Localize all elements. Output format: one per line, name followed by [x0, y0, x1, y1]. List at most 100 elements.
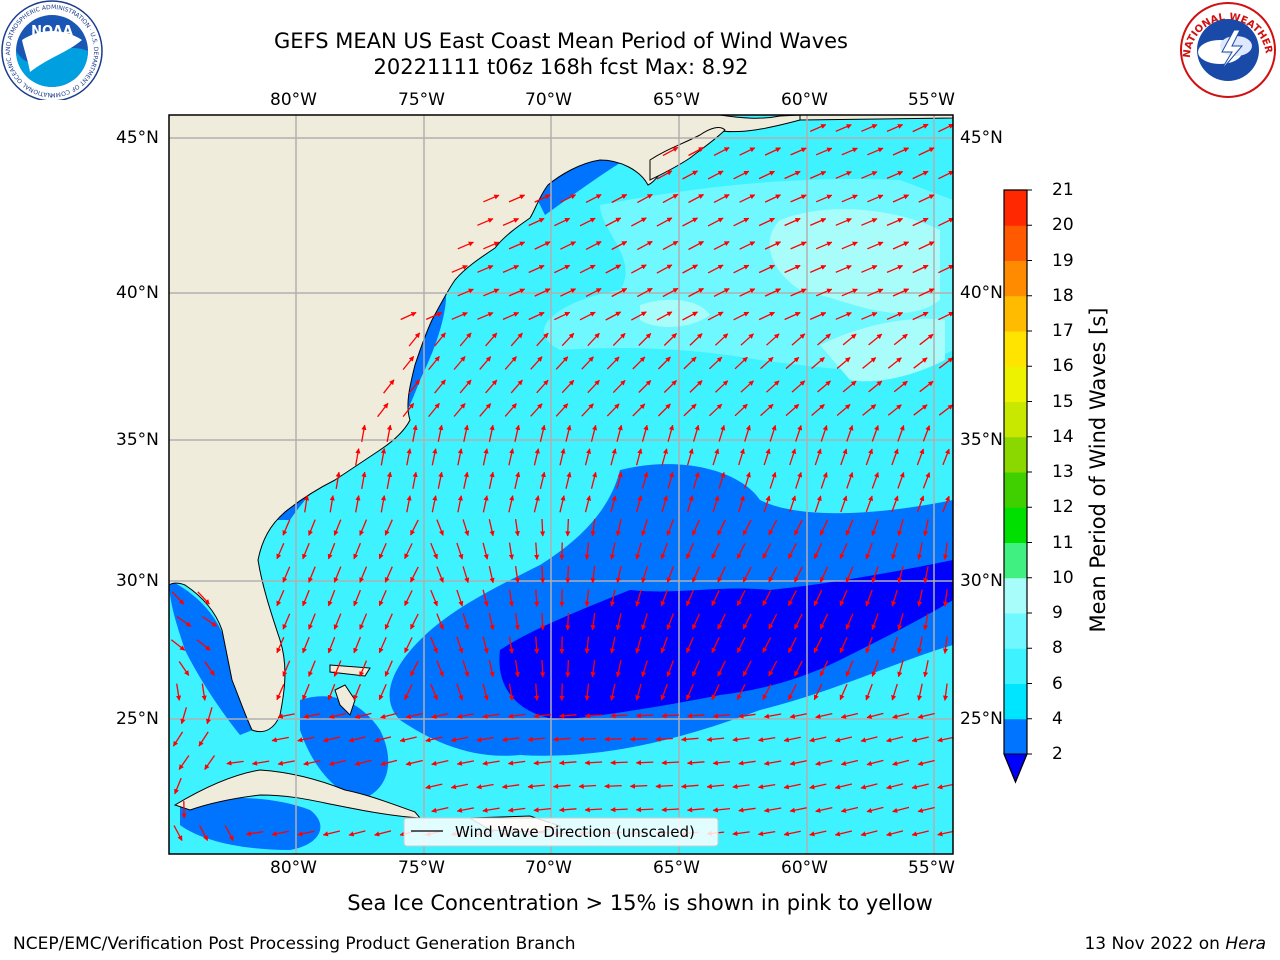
wind-wave-arrow	[451, 312, 468, 320]
wind-wave-arrow	[865, 589, 873, 607]
wind-wave-arrow	[738, 760, 756, 766]
colorbar-segment	[1004, 577, 1027, 614]
wind-wave-arrow	[760, 403, 774, 417]
wind-wave-arrow	[636, 240, 653, 251]
wind-wave-arrow	[380, 495, 387, 513]
wind-wave-arrow	[565, 659, 571, 678]
wind-wave-arrow	[866, 712, 884, 719]
wind-wave-arrow	[456, 589, 464, 607]
wind-wave-arrow	[871, 425, 879, 442]
wind-wave-arrow	[738, 713, 756, 719]
wind-wave-arrow	[686, 683, 694, 701]
lon-tick-bottom-70w: 70°W	[525, 858, 572, 878]
wind-wave-arrow	[180, 707, 188, 725]
wind-wave-arrow	[630, 264, 647, 274]
wind-wave-arrow	[865, 683, 873, 701]
wind-wave-arrow	[757, 736, 776, 743]
wind-wave-arrow	[763, 495, 771, 513]
wind-wave-arrow	[508, 448, 515, 466]
wind-wave-arrow	[402, 402, 415, 418]
wind-wave-arrow	[606, 356, 620, 370]
wind-wave-arrow	[641, 424, 649, 442]
wind-wave-arrow	[355, 495, 361, 513]
colorbar-tick-label: 17	[1052, 321, 1074, 341]
lon-tick-bottom-60w: 60°W	[781, 858, 828, 878]
wind-wave-arrow	[758, 170, 775, 180]
colorbar-extend-triangle	[1003, 753, 1028, 784]
wind-wave-arrow	[555, 356, 569, 370]
wind-wave-arrow	[584, 807, 603, 813]
wind-wave-arrow	[938, 404, 953, 416]
wind-wave-arrow	[897, 425, 905, 442]
wind-wave-arrow	[783, 736, 801, 743]
wind-wave-arrow	[892, 241, 910, 250]
wind-wave-arrow	[795, 424, 803, 442]
wind-wave-arrow	[459, 332, 472, 347]
wind-wave-arrow	[842, 380, 857, 393]
wind-wave-arrow	[276, 683, 285, 701]
wind-wave-arrow	[783, 830, 801, 837]
map-frame	[168, 114, 954, 855]
wind-wave-arrow	[917, 589, 923, 607]
wind-wave-arrow	[692, 566, 700, 583]
wind-wave-arrow	[938, 217, 953, 227]
wind-wave-arrow	[528, 311, 545, 321]
wind-wave-arrow	[302, 542, 310, 560]
wind-wave-arrow	[836, 357, 851, 369]
wind-wave-arrow	[615, 660, 622, 678]
wind-wave-arrow	[450, 783, 469, 790]
wind-wave-arrow	[436, 519, 444, 536]
wind-wave-arrow	[666, 566, 675, 583]
wind-wave-arrow	[174, 777, 182, 795]
wind-wave-arrow	[835, 218, 852, 226]
wind-wave-arrow	[692, 424, 700, 442]
wind-wave-arrow	[539, 424, 546, 442]
wind-wave-arrow	[558, 713, 577, 719]
wind-wave-arrow	[917, 806, 935, 813]
wind-wave-arrow	[742, 660, 752, 677]
wind-wave-arrow	[527, 736, 545, 742]
wind-wave-arrow	[711, 684, 720, 701]
wind-wave-arrow	[891, 636, 898, 654]
wind-wave-arrow	[297, 736, 315, 743]
wind-wave-arrow	[912, 123, 929, 133]
wind-wave-arrow	[846, 472, 854, 489]
wind-wave-arrow	[815, 147, 833, 156]
wind-wave-arrow	[942, 495, 950, 513]
wind-wave-arrow	[656, 170, 673, 180]
wind-wave-arrow	[764, 147, 781, 156]
wind-wave-arrow	[918, 194, 935, 203]
wind-wave-arrow	[408, 332, 421, 347]
wind-wave-arrow	[867, 147, 884, 156]
wind-wave-arrow	[897, 660, 904, 678]
wind-wave-arrow	[641, 519, 648, 537]
wind-wave-arrow	[819, 519, 829, 536]
wind-wave-arrow	[536, 379, 549, 394]
wind-wave-arrow	[860, 736, 878, 743]
wind-wave-arrow	[667, 424, 674, 442]
wind-wave-arrow	[482, 760, 500, 766]
wind-wave-arrow	[322, 736, 341, 743]
wind-wave-arrow	[477, 312, 494, 320]
wind-wave-arrow	[794, 519, 803, 536]
contour-band-2-4-caribbean	[180, 798, 321, 850]
lat-tick-right-25n: 25°N	[960, 709, 1003, 729]
colorbar-segment	[1004, 683, 1027, 720]
wind-wave-arrow	[661, 760, 679, 766]
wind-wave-arrow	[714, 333, 729, 346]
colorbar-segment	[1004, 295, 1027, 332]
wind-wave-arrow	[436, 613, 444, 630]
legend-label: Wind Wave Direction (unscaled)	[455, 823, 695, 841]
wind-wave-arrow	[611, 240, 628, 251]
wind-wave-arrow	[861, 265, 878, 273]
wind-wave-arrow	[632, 356, 646, 370]
wind-wave-arrow	[732, 830, 750, 837]
wind-wave-arrow	[584, 542, 590, 560]
wind-wave-arrow	[402, 355, 415, 371]
colorbar-tick-label: 14	[1052, 426, 1074, 447]
wind-wave-arrow	[845, 613, 854, 630]
wind-wave-arrow	[819, 566, 829, 583]
wind-wave-arrow	[635, 760, 654, 766]
wind-wave-arrow	[172, 731, 184, 747]
wind-wave-arrow	[835, 265, 852, 273]
